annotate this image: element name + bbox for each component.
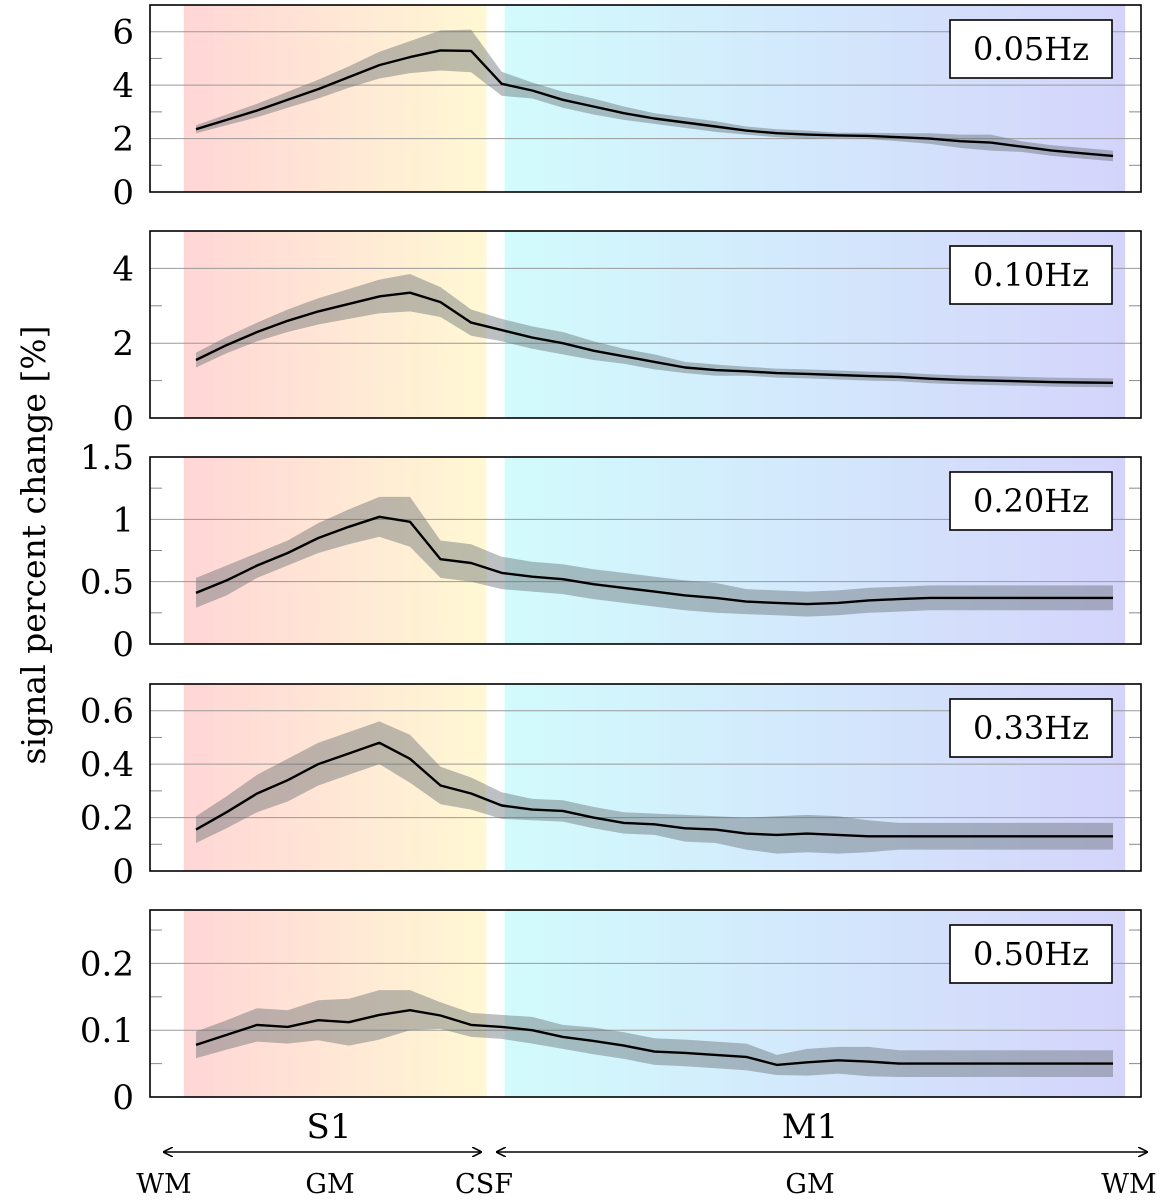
y-tick-label: 0.6 bbox=[80, 692, 134, 732]
freq-label: 0.10Hz bbox=[973, 256, 1089, 294]
std-band bbox=[196, 496, 1113, 617]
freq-label: 0.33Hz bbox=[973, 709, 1089, 747]
freq-label-box bbox=[949, 19, 1113, 79]
y-tick-label: 0 bbox=[112, 625, 134, 665]
tissue-label-gm-m1: GM bbox=[785, 1169, 834, 1200]
tissue-label-wm-right: WM bbox=[1101, 1169, 1156, 1200]
panel-4: 0 0.1 0.2 0.50Hz bbox=[80, 909, 1142, 1118]
tissue-label-gm-s1: GM bbox=[305, 1169, 354, 1200]
region-shade-s1 bbox=[183, 457, 487, 644]
y-tick-label: 6 bbox=[112, 13, 134, 53]
y-tick-label: 2 bbox=[112, 324, 134, 364]
std-band bbox=[196, 274, 1113, 388]
tissue-label-csf: CSF bbox=[455, 1169, 513, 1200]
std-band bbox=[196, 29, 1113, 162]
y-tick-label: 4 bbox=[112, 249, 134, 289]
region-label-s1: S1 bbox=[307, 1107, 352, 1147]
y-tick-label: 1 bbox=[112, 500, 134, 540]
freq-label-box bbox=[949, 698, 1113, 758]
region-shade-s1 bbox=[183, 5, 487, 192]
freq-label-box bbox=[949, 471, 1113, 531]
region-shade-s1 bbox=[183, 231, 487, 418]
freq-label: 0.05Hz bbox=[973, 30, 1089, 68]
y-tick-label: 2 bbox=[112, 120, 134, 160]
freq-label: 0.50Hz bbox=[973, 935, 1089, 973]
y-tick-label: 4 bbox=[112, 66, 134, 106]
axis-frame bbox=[149, 4, 1142, 193]
y-tick-label: 0 bbox=[112, 399, 134, 439]
y-tick-label: 0 bbox=[112, 852, 134, 892]
freq-label-box bbox=[949, 245, 1113, 305]
axis-frame bbox=[149, 909, 1142, 1098]
panel-1: 0 2 4 0.10Hz bbox=[112, 230, 1142, 439]
region-label-m1: M1 bbox=[782, 1107, 838, 1147]
y-tick-label: 0.1 bbox=[80, 1011, 134, 1051]
y-tick-label: 0 bbox=[112, 173, 134, 213]
y-tick-label: 0 bbox=[112, 1078, 134, 1118]
axis-frame bbox=[149, 230, 1142, 419]
panels: 0 2 4 6 0.05Hz 0 2 4 0.10Hz 0 0.5 1 1.5 0.20Hz 0 0.2 0.4… bbox=[80, 4, 1142, 1118]
freq-label: 0.20Hz bbox=[973, 482, 1089, 520]
std-band bbox=[196, 721, 1113, 854]
y-tick-label: 0.2 bbox=[80, 799, 134, 839]
y-tick-label: 1.5 bbox=[80, 438, 134, 478]
panel-2: 0 0.5 1 1.5 0.20Hz bbox=[80, 438, 1142, 665]
y-axis-label: signal percent change [%] bbox=[14, 326, 53, 765]
y-tick-label: 0.4 bbox=[80, 745, 134, 785]
axis-frame bbox=[149, 456, 1142, 645]
freq-label-box bbox=[949, 924, 1113, 984]
panel-3: 0 0.2 0.4 0.6 0.33Hz bbox=[80, 683, 1142, 892]
axis-frame bbox=[149, 683, 1142, 872]
region-shade-s1 bbox=[183, 684, 487, 871]
region-shade-s1 bbox=[183, 910, 487, 1097]
panel-0: 0 2 4 6 0.05Hz bbox=[112, 4, 1142, 213]
y-tick-label: 0.2 bbox=[80, 944, 134, 984]
y-tick-label: 0.5 bbox=[80, 563, 134, 603]
tissue-label-wm-left: WM bbox=[136, 1169, 191, 1200]
